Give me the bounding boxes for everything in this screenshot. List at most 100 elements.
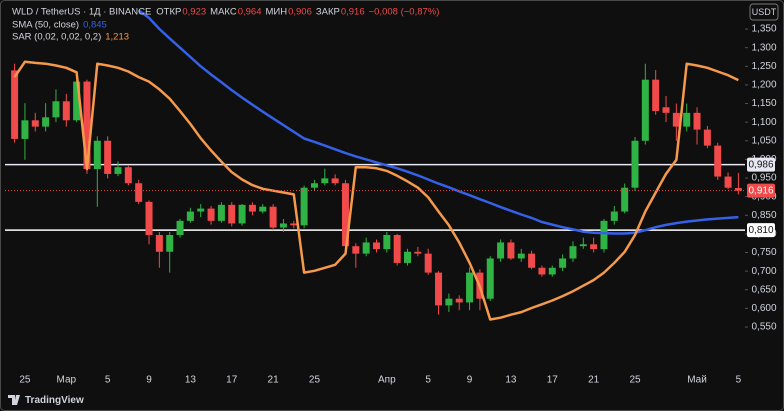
candle-body — [445, 298, 453, 306]
candle-body — [497, 242, 505, 259]
candle-body — [52, 101, 60, 118]
candle-body — [217, 204, 225, 221]
candle-body — [569, 246, 577, 259]
candle-body — [114, 167, 122, 174]
candle-body — [228, 204, 236, 224]
y-tick-label: 0,850 — [751, 210, 776, 221]
price-label-box — [747, 157, 775, 172]
indicator-line — [13, 60, 739, 321]
x-tick-label: 17 — [226, 375, 238, 386]
candle-body — [424, 253, 432, 273]
y-tick-label: 0,750 — [751, 247, 776, 258]
candle-body — [538, 267, 546, 275]
candle-body — [352, 246, 360, 254]
x-tick-label: Мар — [57, 375, 77, 386]
candle-body — [548, 267, 556, 275]
x-tick-label: Май — [687, 375, 707, 386]
candle-body — [186, 211, 194, 221]
ohlc-label: МАКС — [210, 7, 237, 18]
candle-body — [631, 140, 639, 188]
candle-body — [693, 112, 701, 130]
candle-body — [579, 244, 587, 247]
candle-body — [124, 167, 132, 184]
candle-body — [248, 204, 256, 212]
candle-body — [734, 188, 742, 191]
currency-label: USDT — [752, 7, 777, 17]
candle-body — [290, 223, 298, 226]
candle-body — [238, 204, 246, 224]
candle-body — [145, 201, 153, 236]
y-tick-label: 0,600 — [751, 303, 776, 314]
candle-body — [724, 176, 732, 188]
brand-logo — [8, 395, 20, 405]
price-label-box — [747, 223, 775, 238]
currency-box — [749, 3, 779, 21]
brand-name: TradingView — [25, 395, 84, 406]
candle-body — [652, 79, 660, 111]
candle-body — [321, 178, 329, 184]
candle-body — [393, 235, 401, 263]
candle-body — [31, 120, 39, 127]
ohlc-value: 0,923 — [182, 7, 206, 18]
ohlc-label: ОТКР — [156, 7, 181, 18]
candle-body — [104, 140, 112, 174]
candle-body — [21, 120, 29, 139]
y-tick-label: 1,250 — [751, 61, 776, 72]
legend-value: 0,845 — [83, 20, 107, 31]
y-tick-label: 1,100 — [751, 117, 776, 128]
overlay: 0,5500,6000,6500,7000,7500,8000,8500,900… — [8, 3, 779, 406]
candle-body — [259, 206, 267, 212]
ohlc-label: МИН — [265, 7, 287, 18]
candle-body — [362, 242, 370, 254]
symbol: WLD / TetherUS · 1Д · BINANCE — [12, 7, 151, 18]
candle-body — [300, 187, 308, 226]
y-tick-label: 1,150 — [751, 98, 776, 109]
candle-body — [517, 253, 525, 259]
candle-body — [590, 244, 598, 250]
candle-body — [93, 140, 101, 170]
x-tick-label: 13 — [185, 375, 197, 386]
candle-body — [62, 101, 70, 121]
price-label: 0,810 — [748, 225, 773, 236]
candle-body — [435, 272, 443, 306]
candle-body — [166, 235, 174, 252]
candle-body — [269, 206, 277, 228]
y-tick-label: 0,550 — [751, 322, 776, 333]
indicator-line — [137, 9, 739, 235]
candle-body — [331, 178, 339, 184]
x-tick-label: Апр — [378, 375, 396, 386]
candle-body — [610, 211, 618, 221]
x-tick-label: 5 — [425, 375, 431, 386]
change: −0,008 (−0,87%) — [369, 7, 440, 18]
x-tick-label: 17 — [547, 375, 559, 386]
legend-name: SAR (0,02, 0,02, 0,2) — [12, 32, 101, 43]
ohlc-value: 0,964 — [238, 7, 262, 18]
x-tick-label: 21 — [268, 375, 280, 386]
x-tick-label: 25 — [309, 375, 321, 386]
candle-body — [528, 253, 536, 268]
candle-body — [310, 183, 318, 188]
legend-value: 1,213 — [105, 32, 129, 43]
candle-body — [507, 242, 515, 259]
candle-body — [683, 112, 691, 127]
candle-body — [672, 112, 680, 127]
candle-body — [714, 145, 722, 177]
candle-body — [73, 81, 81, 121]
candle-body — [279, 223, 287, 228]
x-tick-label: 25 — [19, 375, 31, 386]
y-tick-label: 0,650 — [751, 284, 776, 295]
candle-body — [11, 70, 19, 139]
x-tick-label: 5 — [736, 375, 742, 386]
ohlc-value: 0,916 — [341, 7, 365, 18]
x-tick-label: 25 — [629, 375, 641, 386]
price-label: 0,916 — [748, 185, 773, 196]
candle-body — [466, 272, 474, 303]
y-tick-label: 1,300 — [751, 42, 776, 53]
candle-body — [155, 235, 163, 252]
candle-body — [662, 107, 670, 113]
y-tick-label: 0,700 — [751, 266, 776, 277]
x-tick-label: 21 — [588, 375, 600, 386]
candle-body — [600, 220, 608, 250]
